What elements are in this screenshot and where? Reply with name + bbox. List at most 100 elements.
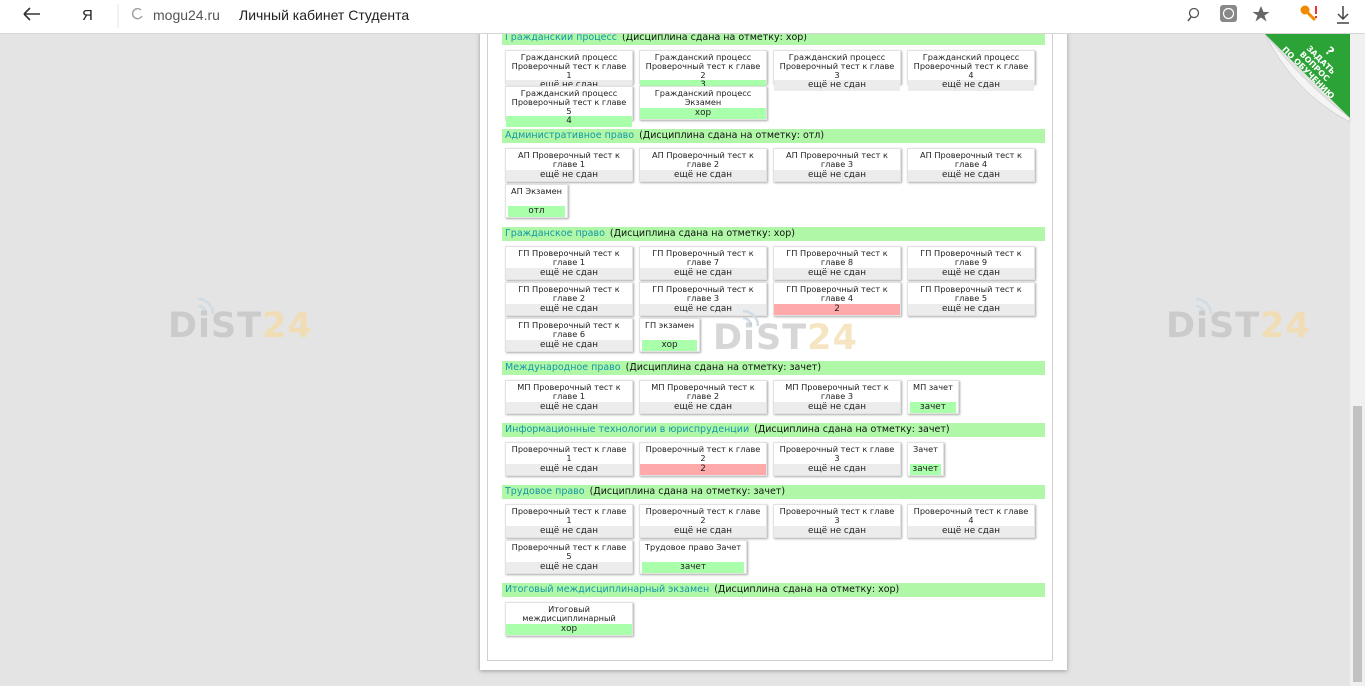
test-card[interactable]: Итоговый междисциплинарный хор (505, 602, 633, 636)
test-card[interactable]: Гражданский процесс Проверочный тест к г… (773, 50, 901, 91)
discipline-link[interactable]: Международное право (505, 362, 621, 373)
test-card[interactable]: МП Проверочный тест к главе 1 ещё не сдан (505, 380, 633, 414)
test-result: ещё не сдан (774, 526, 900, 537)
test-result: ещё не сдан (774, 402, 900, 413)
card-grid: Итоговый междисциплинарный хор (502, 597, 1045, 645)
test-title: ГП Проверочный тест к главе 3 (652, 284, 754, 303)
test-card[interactable]: Проверочный тест к главе 1 ещё не сдан (505, 504, 633, 538)
browser-logo[interactable]: Я (82, 7, 93, 24)
bookmark-icon[interactable] (1252, 6, 1270, 22)
test-card[interactable]: Проверочный тест к главе 1 ещё не сдан (505, 442, 633, 476)
discipline-link[interactable]: Трудовое право (505, 486, 585, 497)
watermark-text: DiST (168, 306, 263, 346)
test-card[interactable]: Проверочный тест к главе 3 ещё не сдан (773, 442, 901, 476)
test-card[interactable]: Гражданский процесс Проверочный тест к г… (639, 50, 767, 91)
discipline-link[interactable]: Гражданский процесс (505, 32, 617, 43)
test-result: ещё не сдан (640, 170, 766, 181)
section-header: Гражданский процесс (Дисциплина сдана на … (502, 31, 1045, 45)
test-result: ещё не сдан (506, 80, 632, 91)
discipline-link[interactable]: Итоговый междисциплинарный экзамен (505, 584, 710, 595)
test-card[interactable]: АП Проверочный тест к главе 1 ещё не сдан (505, 148, 633, 182)
test-result: ещё не сдан (774, 170, 900, 181)
test-card[interactable]: Зачет зачет (907, 442, 944, 476)
test-title: АП Проверочный тест к главе 1 (518, 150, 620, 169)
test-result: ещё не сдан (506, 526, 632, 537)
section-header: Международное право (Дисциплина сдана на … (502, 361, 1045, 375)
zoom-icon[interactable] (1188, 7, 1200, 19)
test-card[interactable]: Гражданский процесс Проверочный тест к г… (907, 50, 1035, 91)
url-domain[interactable]: mogu24.ru (153, 7, 220, 23)
test-card[interactable]: Проверочный тест к главе 4 ещё не сдан (907, 504, 1035, 538)
test-result: хор (642, 340, 698, 351)
watermark: DiST24 (713, 318, 858, 358)
test-card[interactable]: АП Проверочный тест к главе 3 ещё не сдан (773, 148, 901, 182)
discipline-link[interactable]: Гражданское право (505, 228, 605, 239)
test-card[interactable]: ГП Проверочный тест к главе 7 ещё не сдан (639, 246, 767, 280)
test-card[interactable]: МП Проверочный тест к главе 3 ещё не сдан (773, 380, 901, 414)
card-grid: Проверочный тест к главе 1 ещё не сдан Про… (502, 437, 1045, 485)
test-result: ещё не сдан (908, 80, 1034, 91)
ask-ribbon[interactable]: ? ЗАДАТЬ ВОПРОС ПО ОБУЧЕНИЮ (1265, 34, 1365, 134)
test-card[interactable]: ГП экзамен хор (639, 318, 701, 352)
test-card[interactable]: ГП Проверочный тест к главе 3 ещё не сдан (639, 282, 767, 316)
test-result: 4 (506, 116, 632, 127)
discipline-link[interactable]: Информационные технологии в юриспруденци… (505, 424, 750, 435)
test-card[interactable]: Гражданский процесс Экзамен хор (639, 86, 767, 120)
download-icon[interactable] (1337, 6, 1349, 24)
discipline-status: (Дисциплина сдана на отметку: хор) (609, 228, 795, 239)
test-card[interactable]: ГП Проверочный тест к главе 2 ещё не сдан (505, 282, 633, 316)
discipline-link[interactable]: Административное право (505, 130, 635, 141)
test-result: хор (640, 108, 766, 119)
ribbon-bg[interactable] (1265, 34, 1350, 118)
test-result: ещё не сдан (506, 304, 632, 315)
test-card[interactable]: АП Проверочный тест к главе 2 ещё не сдан (639, 148, 767, 182)
back-icon[interactable] (23, 7, 40, 21)
test-card[interactable]: ГП Проверочный тест к главе 1 ещё не сдан (505, 246, 633, 280)
test-title: АП Экзамен (511, 186, 562, 196)
test-result: ещё не сдан (506, 340, 632, 351)
test-card[interactable]: ГП Проверочный тест к главе 9 ещё не сдан (907, 246, 1035, 280)
protect-icon[interactable] (1220, 5, 1237, 22)
test-card[interactable]: МП зачет зачет (907, 380, 959, 414)
watermark-number: 24 (262, 306, 313, 346)
test-result: 2 (774, 304, 900, 315)
test-card[interactable]: Проверочный тест к главе 5 ещё не сдан (505, 540, 633, 574)
browser-icons (23, 4, 1349, 28)
test-card[interactable]: АП Проверочный тест к главе 4 ещё не сдан (907, 148, 1035, 182)
test-title: ГП Проверочный тест к главе 1 (518, 248, 620, 267)
test-card[interactable]: АП Экзамен отл (505, 184, 568, 218)
test-card[interactable]: ГП Проверочный тест к главе 5 ещё не сдан (907, 282, 1035, 316)
test-card[interactable]: Гражданский процесс Проверочный тест к г… (505, 50, 633, 91)
test-result: зачет (910, 402, 956, 413)
test-card[interactable]: Гражданский процесс Проверочный тест к г… (505, 86, 633, 127)
test-result: ещё не сдан (506, 402, 632, 413)
test-title: ГП Проверочный тест к главе 4 (786, 284, 888, 303)
extension-icon[interactable] (1300, 5, 1310, 15)
test-card[interactable]: ГП Проверочный тест к главе 6 ещё не сдан (505, 318, 633, 352)
watermark-number: 24 (807, 318, 858, 358)
test-title: Проверочный тест к главе 3 (779, 444, 895, 463)
test-card[interactable]: Проверочный тест к главе 2 ещё не сдан (639, 504, 767, 538)
test-card[interactable]: Трудовое право Зачет зачет (639, 540, 748, 574)
test-title: ГП Проверочный тест к главе 9 (920, 248, 1022, 267)
discipline-status: (Дисциплина сдана на отметку: хор) (621, 32, 807, 43)
reload-icon[interactable] (132, 8, 143, 20)
test-title: ГП экзамен (645, 320, 695, 330)
test-title: АП Проверочный тест к главе 4 (920, 150, 1022, 169)
test-result: ещё не сдан (908, 170, 1034, 181)
test-card[interactable]: ГП Проверочный тест к главе 8 ещё не сдан (773, 246, 901, 280)
test-title: Гражданский процесс Проверочный тест к г… (511, 88, 627, 116)
card-grid: Гражданский процесс Проверочный тест к г… (502, 45, 1045, 129)
test-title: Трудовое право Зачет (645, 542, 742, 552)
card-grid: МП Проверочный тест к главе 1 ещё не сдан… (502, 375, 1045, 423)
scrollbar[interactable] (1350, 34, 1365, 686)
test-title: ГП Проверочный тест к главе 5 (920, 284, 1022, 303)
test-title: АП Проверочный тест к главе 3 (786, 150, 888, 169)
scroll-thumb[interactable] (1353, 406, 1362, 682)
test-result: ещё не сдан (640, 526, 766, 537)
test-result: ещё не сдан (908, 304, 1034, 315)
test-card[interactable]: МП Проверочный тест к главе 2 ещё не сдан (639, 380, 767, 414)
test-card[interactable]: Проверочный тест к главе 3 ещё не сдан (773, 504, 901, 538)
